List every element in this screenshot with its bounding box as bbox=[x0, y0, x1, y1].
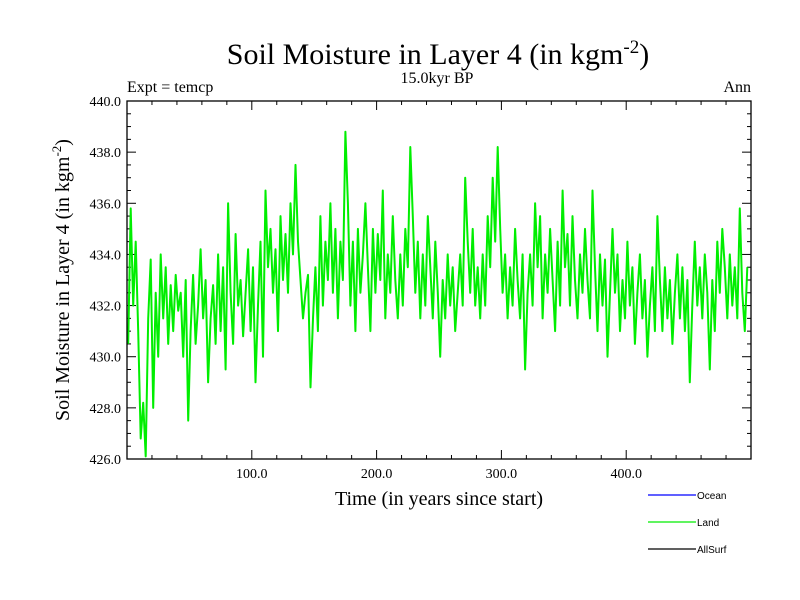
plot-area bbox=[126, 100, 752, 460]
x-tick-label: 400.0 bbox=[610, 467, 642, 482]
series-line-land bbox=[127, 130, 749, 458]
y-axis-label: Soil Moisture in Layer 4 (in kgm-2) bbox=[49, 139, 74, 421]
chart-title: Soil Moisture in Layer 4 (in kgm-2) bbox=[227, 37, 649, 71]
legend-label-ocean: Ocean bbox=[697, 491, 726, 502]
y-tick-label: 426.0 bbox=[90, 453, 122, 468]
x-tick-label: 100.0 bbox=[236, 467, 268, 482]
y-tick-label: 438.0 bbox=[90, 146, 122, 161]
legend: Ocean Land AllSurf bbox=[648, 491, 727, 556]
chart-subtitle: 15.0kyr BP bbox=[401, 70, 474, 87]
y-tick-label: 430.0 bbox=[90, 351, 122, 366]
x-axis-label: Time (in years since start) bbox=[335, 488, 543, 510]
x-tick-label: 300.0 bbox=[486, 467, 518, 482]
legend-label-land: Land bbox=[697, 518, 719, 529]
y-tick-label: 432.0 bbox=[90, 300, 122, 315]
tick-marks bbox=[127, 100, 751, 460]
y-tick-label: 428.0 bbox=[90, 402, 122, 417]
y-tick-labels: 426.0 428.0 430.0 432.0 434.0 436.0 438.0 440.0 bbox=[90, 95, 122, 468]
legend-label-allsurf: AllSurf bbox=[697, 545, 727, 556]
x-tick-label: 200.0 bbox=[361, 467, 393, 482]
y-tick-label: 440.0 bbox=[90, 95, 122, 110]
series-group bbox=[127, 130, 749, 458]
season-label: Ann bbox=[723, 79, 751, 96]
y-tick-label: 436.0 bbox=[90, 197, 122, 212]
experiment-label: Expt = temcp bbox=[127, 79, 213, 96]
x-tick-labels: 100.0 200.0 300.0 400.0 bbox=[236, 467, 642, 482]
y-tick-label: 434.0 bbox=[90, 248, 122, 263]
